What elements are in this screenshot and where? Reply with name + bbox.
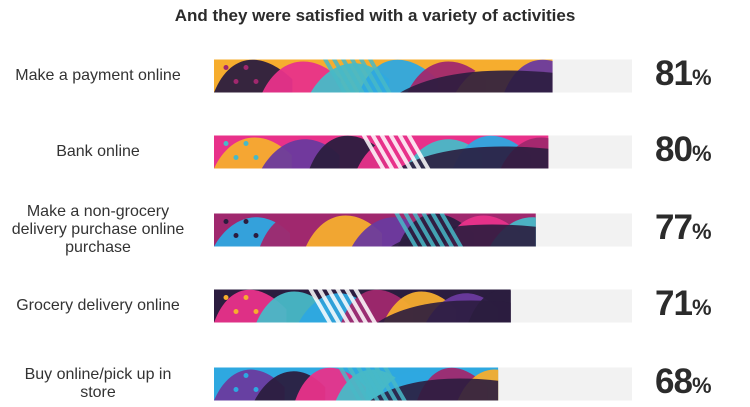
category-label-line: store xyxy=(80,384,116,401)
data-label: 71% xyxy=(655,284,712,324)
category-label: Make a non-grocery delivery purchase onli… xyxy=(0,203,198,257)
category-label-line: Make a payment online xyxy=(15,67,181,84)
data-label-value: 80 xyxy=(655,130,693,169)
data-label-value: 71 xyxy=(655,284,693,323)
data-label: 80% xyxy=(655,130,712,170)
category-label-line: Bank online xyxy=(56,143,140,160)
category-label-line: Grocery delivery online xyxy=(16,297,180,314)
data-label-suffix: % xyxy=(691,141,712,166)
bar-3 xyxy=(214,213,536,247)
data-label-suffix: % xyxy=(691,219,712,244)
data-label-suffix: % xyxy=(691,373,712,398)
data-label-suffix: % xyxy=(691,295,712,320)
category-label-line: purchase xyxy=(65,239,131,256)
category-label: Grocery delivery online xyxy=(0,297,198,315)
data-label-value: 68 xyxy=(655,362,693,401)
data-label-value: 77 xyxy=(655,208,693,247)
chart-title: And they were satisfied with a variety o… xyxy=(174,6,576,25)
bar-4 xyxy=(214,289,511,323)
data-label: 81% xyxy=(655,54,712,94)
bar-1 xyxy=(214,59,553,93)
data-label: 77% xyxy=(655,208,712,248)
category-label: Make a payment online xyxy=(0,67,198,85)
category-label-line: Make a non-grocery xyxy=(26,203,170,220)
data-label-suffix: % xyxy=(691,65,712,90)
bar-5 xyxy=(214,367,499,401)
category-label: Buy online/pick up in store xyxy=(0,366,198,402)
data-label: 68% xyxy=(655,362,712,402)
category-label-line: delivery purchase online xyxy=(11,221,185,238)
category-label-line: Buy online/pick up in xyxy=(24,366,172,383)
category-label: Bank online xyxy=(0,143,198,161)
bar-2 xyxy=(214,135,549,169)
data-label-value: 81 xyxy=(655,54,693,93)
